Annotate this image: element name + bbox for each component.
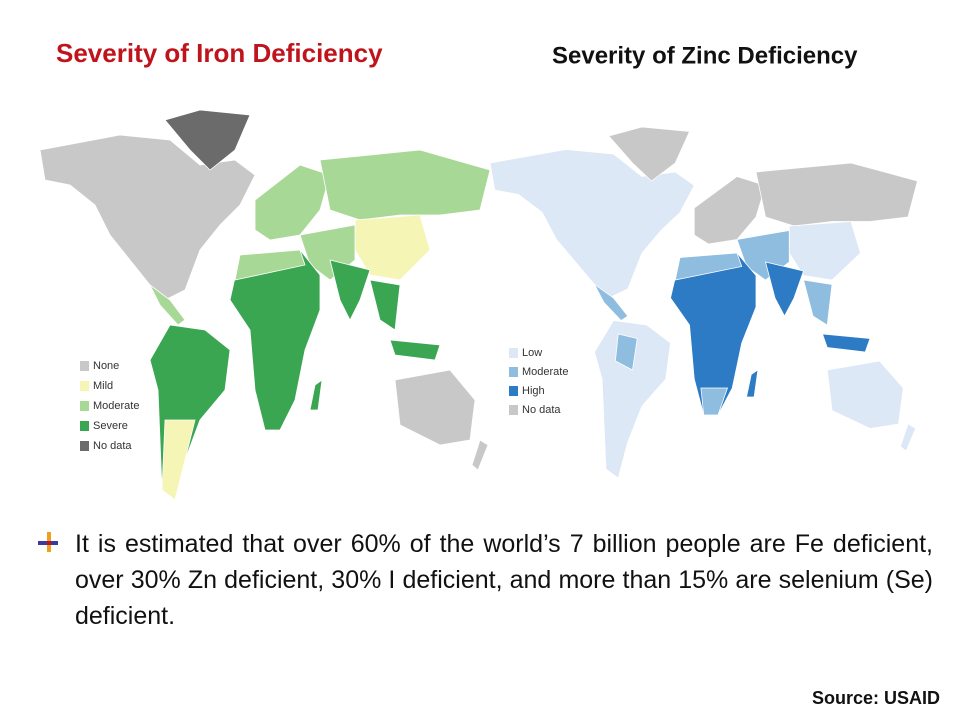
legend-label: None	[93, 360, 119, 372]
legend-swatch	[80, 421, 89, 431]
legend-swatch	[80, 441, 89, 451]
legend-label: Moderate	[522, 366, 568, 378]
left-legend: None Mild Moderate Severe No data	[80, 360, 139, 452]
legend-label: Severe	[93, 420, 128, 432]
left-title: Severity of Iron Deficiency	[56, 38, 383, 68]
bullet-icon	[38, 532, 58, 552]
legend-swatch	[509, 348, 518, 358]
legend-label: No data	[522, 404, 561, 416]
legend-swatch	[80, 381, 89, 391]
bullet-text: It is estimated that over 60% of the wor…	[75, 530, 933, 630]
legend-label: High	[522, 385, 545, 397]
legend-label: Moderate	[93, 400, 139, 412]
legend-label: Mild	[93, 380, 113, 392]
legend-swatch	[509, 367, 518, 377]
right-title: Severity of Zinc Deficiency	[552, 42, 858, 69]
iron-map	[39, 109, 491, 501]
legend-swatch	[80, 361, 89, 371]
right-legend: Low Moderate High No data	[509, 347, 568, 416]
zinc-map	[489, 126, 918, 479]
legend-swatch	[509, 405, 518, 415]
legend-label: Low	[522, 347, 542, 359]
legend-swatch	[509, 386, 518, 396]
source: Source: USAID	[811, 688, 940, 708]
maps: Severity of Iron Deficiency Severity of …	[39, 38, 918, 501]
legend-swatch	[80, 401, 89, 411]
legend-label: No data	[93, 440, 132, 452]
